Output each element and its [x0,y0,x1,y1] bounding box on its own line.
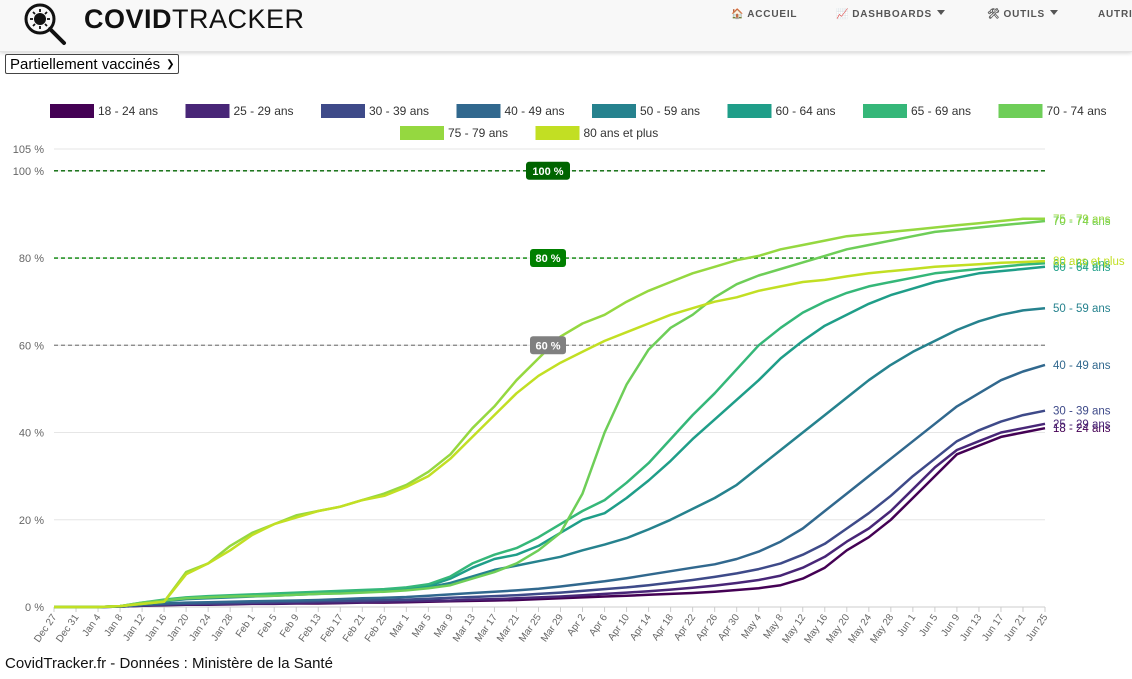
chart-icon: 📈 [836,9,850,20]
series-end-label: 18 - 24 ans [1053,423,1111,435]
x-tick-label: May 28 [868,612,896,646]
reference-label-badge [526,161,570,180]
x-tick-label: Feb 5 [256,612,280,640]
x-tick-label: Jan 16 [143,612,169,643]
legend-swatch [535,126,580,140]
x-tick-label: Jan 20 [165,612,191,643]
x-tick-label: Apr 22 [672,612,698,643]
legend-item: 30 - 39 ans [369,104,429,118]
x-tick-label: Jan 12 [121,612,147,643]
legend-swatch [400,126,444,140]
legend-item: 75 - 79 ans [448,126,508,140]
x-tick-label: Apr 14 [628,612,654,643]
reference-label-badge [530,249,566,268]
vaccination-status-select[interactable]: Partiellement vaccinés ❯ [5,54,180,74]
x-tick-label: Jan 4 [80,612,103,639]
reference-label: 100 % [532,166,563,178]
y-tick-label: 60 % [19,340,44,352]
legend-item: 40 - 49 ans [505,104,565,118]
series-end-label: 80 ans et plus [1053,256,1125,268]
reference-label: 60 % [535,340,560,352]
series-line [54,409,1046,609]
legend-item: 50 - 59 ans [640,104,700,118]
x-tick-label: Jun 1 [895,612,918,639]
y-tick-label: 40 % [19,428,44,440]
x-tick-label: Apr 26 [694,612,720,643]
legend-swatch [863,104,907,118]
x-tick-label: Jun 17 [980,612,1006,643]
x-tick-label: Mar 5 [410,612,434,640]
series-end-label: 30 - 39 ans [1053,406,1111,418]
x-tick-label: Jun 13 [958,612,984,643]
x-tick-label: Apr 18 [650,612,676,643]
series-end-label: 70 - 74 ans [1053,216,1111,228]
x-tick-label: Jun 21 [1002,612,1028,643]
y-tick-label: 0 % [25,602,44,614]
caret-down-icon [936,10,945,15]
top-navbar: COVIDTRACKER 🏠 ACCUEIL 📈 DASHBOARDS 🛠 OUTIL… [0,0,1132,52]
x-tick-label: Apr 30 [716,612,742,643]
y-tick-label: 105 % [13,144,44,156]
series-end-label: 50 - 59 ans [1053,303,1111,315]
nav-outils[interactable]: 🛠 OUTILS [987,9,1058,20]
reference-label: 80 % [535,253,560,265]
series-line [54,265,1046,609]
series-line [54,363,1046,609]
tools-icon: 🛠 [987,9,1001,20]
x-tick-label: Jan 28 [209,612,235,643]
virus-magnifier-logo-icon[interactable] [22,1,68,47]
series-line [54,219,1046,609]
legend-swatch [321,104,365,118]
legend-item: 70 - 74 ans [1047,104,1107,118]
nav-autres[interactable]: AUTRI [1098,9,1132,20]
series-line [54,259,1046,609]
legend-swatch [998,104,1043,118]
legend-swatch [50,104,94,118]
select-value: Partiellement vaccinés [10,55,161,73]
legend-swatch [592,104,636,118]
series-line [54,262,1046,609]
legend-item: 18 - 24 ans [98,104,158,118]
legend-item: 60 - 64 ans [776,104,836,118]
x-tick-label: Jun 5 [917,612,940,639]
legend-item: 65 - 69 ans [911,104,971,118]
x-tick-label: Jun 25 [1024,612,1050,643]
x-tick-label: Jan 24 [187,612,213,643]
legend-swatch [185,104,230,118]
source-footer: CovidTracker.fr - Données : Ministère de… [5,655,333,672]
x-tick-label: Dec 31 [54,612,81,645]
y-tick-label: 100 % [13,166,44,178]
y-tick-label: 20 % [19,515,44,527]
x-tick-label: Feb 1 [234,612,258,640]
series-end-label: 25 - 29 ans [1053,419,1111,431]
series-end-label: 75 - 79 ans [1053,214,1111,226]
x-tick-label: Mar 1 [388,612,412,640]
series-end-label: 65 - 69 ans [1053,258,1111,270]
series-end-label: 40 - 49 ans [1053,360,1111,372]
chevron-down-icon: ❯ [166,58,175,70]
x-tick-label: Mar 29 [539,612,566,644]
series-end-label: 60 - 64 ans [1053,262,1111,274]
nav-dashboards[interactable]: 📈 DASHBOARDS [836,9,945,20]
x-tick-label: Apr 2 [565,612,588,638]
x-tick-label: Feb 25 [363,612,390,644]
nav-accueil[interactable]: 🏠 ACCUEIL [731,9,798,20]
brand-title[interactable]: COVIDTRACKER [84,4,305,34]
legend-item: 25 - 29 ans [234,104,294,118]
series-line [54,217,1045,609]
x-tick-label: May 4 [740,612,765,641]
reference-label-badge [530,336,566,355]
legend-item: 80 ans et plus [584,126,659,140]
caret-down-icon [1049,10,1058,15]
x-tick-label: Apr 10 [606,612,632,643]
legend-swatch [456,104,501,118]
legend-swatch [727,104,772,118]
y-tick-label: 80 % [19,253,44,265]
house-icon: 🏠 [731,9,745,20]
